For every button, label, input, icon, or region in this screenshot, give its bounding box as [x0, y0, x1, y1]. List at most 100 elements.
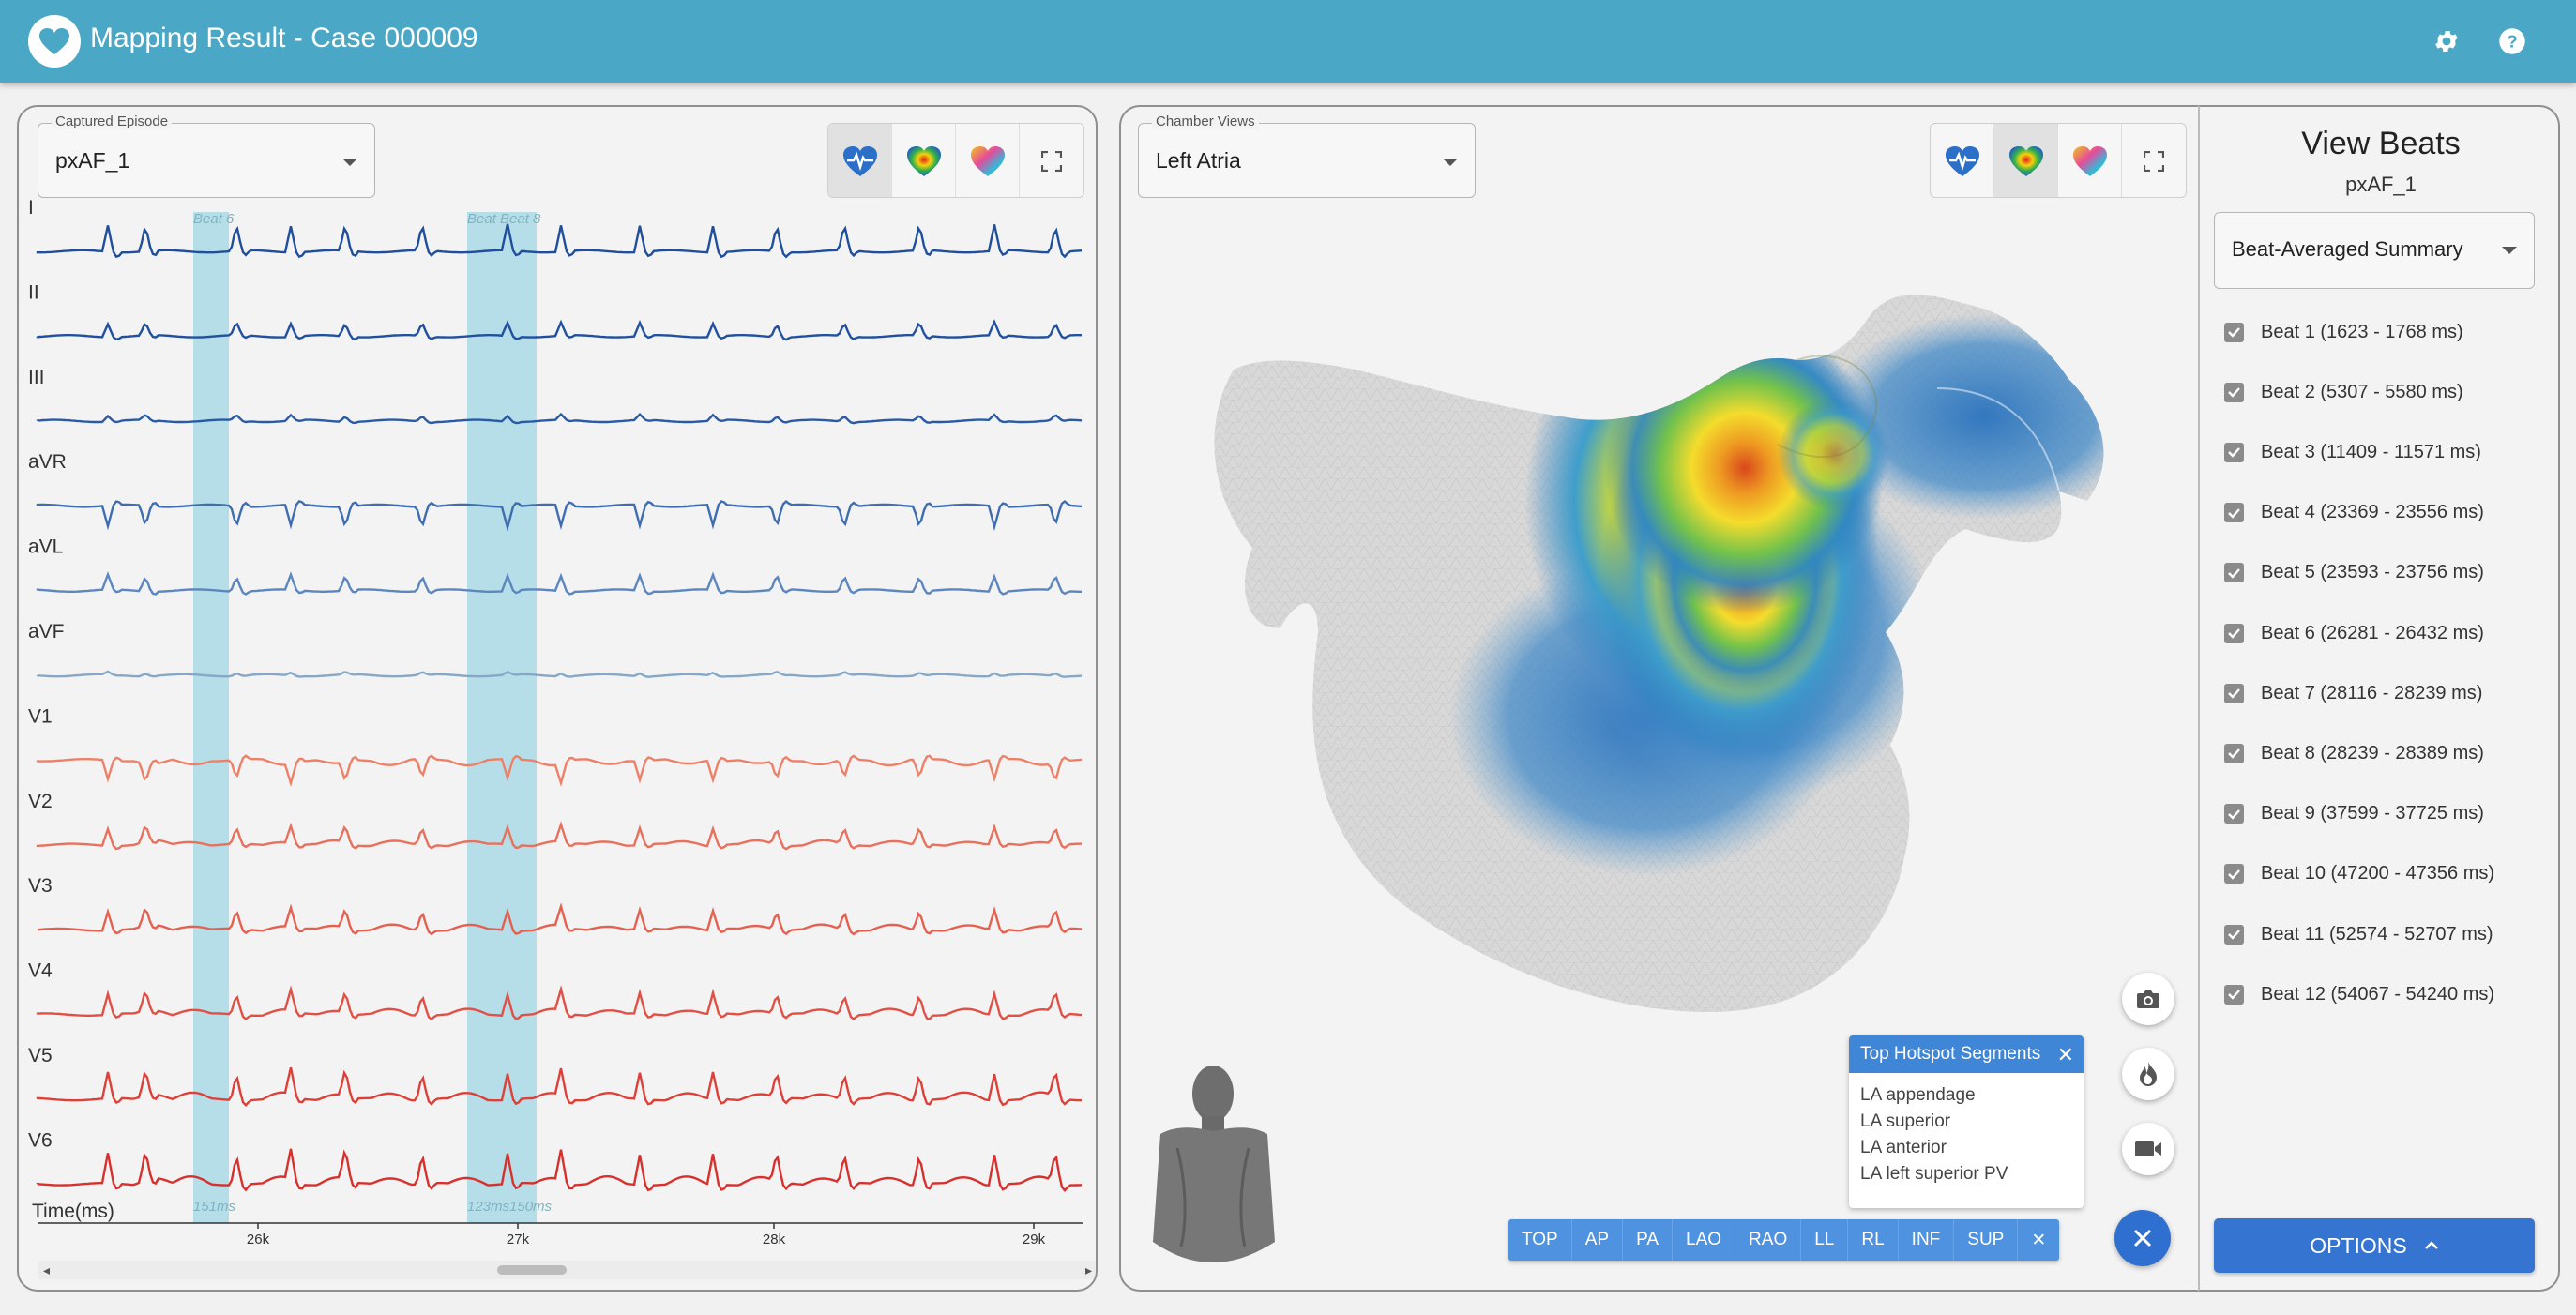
lead-label: V5 [28, 1045, 53, 1066]
beat-window-label: Beat 6 [193, 211, 235, 227]
checkbox-checked-icon[interactable] [2224, 804, 2244, 824]
scroll-left-icon[interactable]: ◂ [43, 1262, 51, 1277]
chevron-up-icon [2424, 1241, 2438, 1249]
beat-summary-value: Beat-Averaged Summary [2232, 237, 2463, 261]
view-rao-button[interactable]: RAO [1735, 1219, 1802, 1261]
checkbox-checked-icon[interactable] [2224, 984, 2244, 1005]
chamber-select[interactable]: Chamber Views Left Atria [1138, 113, 1476, 198]
beat-checkbox-item[interactable]: Beat 9 (37599 - 37725 ms) [2224, 800, 2484, 828]
ecg-trace [37, 902, 1083, 936]
screenshot-button[interactable] [2122, 973, 2174, 1025]
beat-checkbox-item[interactable]: Beat 8 (28239 - 28389 ms) [2224, 739, 2484, 767]
checkbox-checked-icon[interactable] [2224, 743, 2244, 763]
chamber-fullscreen-button[interactable] [2122, 124, 2186, 197]
beat-checkbox-item[interactable]: Beat 4 (23369 - 23556 ms) [2224, 499, 2484, 527]
left-atrium-3d-model[interactable] [1121, 107, 2207, 1292]
beat-label: Beat 5 (23593 - 23756 ms) [2261, 562, 2484, 583]
ecg-scroll-thumb[interactable] [497, 1265, 567, 1275]
ecg-scrollbar[interactable]: ◂ ▸ [38, 1261, 1096, 1279]
beat-checkbox-item[interactable]: Beat 6 (26281 - 26432 ms) [2224, 619, 2484, 647]
help-button[interactable]: ? [2493, 23, 2531, 60]
beat-checkbox-item[interactable]: Beat 12 (54067 - 54240 ms) [2224, 980, 2494, 1008]
checkbox-checked-icon[interactable] [2224, 623, 2244, 643]
camera-icon [2137, 990, 2159, 1008]
beat-window-highlight[interactable] [467, 212, 537, 1223]
beat-window-duration: 123ms150ms [467, 1199, 553, 1215]
scroll-right-icon[interactable]: ▸ [1084, 1262, 1092, 1277]
multicolor-view-button[interactable] [956, 124, 1020, 197]
close-tools-button[interactable] [2114, 1210, 2171, 1266]
hotspot-item: LA left superior PV [1860, 1164, 2008, 1184]
chamber-panel: Chamber Views Left Atria [1119, 105, 2207, 1292]
lead-label: V6 [28, 1129, 53, 1151]
view-rl-button[interactable]: RL [1848, 1219, 1899, 1261]
ecg-trace [36, 571, 1082, 596]
chamber-view-mode-group [1930, 123, 2187, 198]
ecg-fullscreen-button[interactable] [1020, 124, 1083, 197]
beat-checkbox-item[interactable]: Beat 2 (5307 - 5580 ms) [2224, 378, 2463, 406]
ecg-trace [36, 754, 1083, 788]
checkbox-checked-icon[interactable] [2224, 924, 2244, 945]
checkbox-checked-icon[interactable] [2224, 382, 2244, 402]
heart-logo-icon [28, 15, 81, 68]
hotspot-toggle-button[interactable] [2122, 1048, 2174, 1100]
beat-label: Beat 3 (11409 - 11571 ms) [2261, 441, 2481, 462]
beat-checkbox-item[interactable]: Beat 1 (1623 - 1768 ms) [2224, 318, 2463, 346]
view-ap-button[interactable]: AP [1572, 1219, 1624, 1261]
heatmap-heart-icon [906, 146, 941, 176]
view-lao-button[interactable]: LAO [1673, 1219, 1736, 1261]
checkbox-checked-icon[interactable] [2224, 864, 2244, 884]
view-beats-title: View Beats [2301, 126, 2461, 161]
ecg-view-button[interactable] [828, 124, 892, 197]
checkbox-checked-icon[interactable] [2224, 503, 2244, 523]
close-icon[interactable]: ✕ [2056, 1043, 2074, 1066]
record-video-button[interactable] [2122, 1123, 2174, 1175]
time-tick-label: 26k [247, 1232, 270, 1247]
ecg-trace [36, 1066, 1083, 1107]
settings-button[interactable] [2428, 23, 2465, 60]
beat-checkbox-item[interactable]: Beat 5 (23593 - 23756 ms) [2224, 559, 2484, 587]
view-inf-button[interactable]: INF [1899, 1219, 1955, 1261]
episode-select[interactable]: Captured Episode pxAF_1 [38, 113, 375, 198]
time-tick-label: 27k [507, 1232, 530, 1247]
beat-checkbox-item[interactable]: Beat 11 (52574 - 52707 ms) [2224, 920, 2493, 948]
beat-label: Beat 10 (47200 - 47356 ms) [2261, 863, 2495, 884]
episode-select-value: pxAF_1 [55, 148, 130, 173]
beat-summary-select[interactable]: Beat-Averaged Summary [2214, 212, 2535, 289]
torso-orientation-icon [1153, 1066, 1275, 1262]
options-button[interactable]: OPTIONS [2214, 1218, 2535, 1273]
beat-checkbox-item[interactable]: Beat 7 (28116 - 28239 ms) [2224, 679, 2482, 707]
view-close-button[interactable]: ✕ [2031, 1230, 2047, 1250]
beat-checkbox-item[interactable]: Beat 3 (11409 - 11571 ms) [2224, 438, 2481, 466]
checkbox-checked-icon[interactable] [2224, 442, 2244, 462]
beat-checkbox-item[interactable]: Beat 10 (47200 - 47356 ms) [2224, 860, 2494, 888]
multicolor-heart-icon [970, 146, 1005, 176]
heatmap-view-button[interactable] [1994, 124, 2058, 197]
fullscreen-icon [2144, 151, 2164, 172]
view-pa-button[interactable]: PA [1623, 1219, 1674, 1261]
heatmap-view-button[interactable] [892, 124, 956, 197]
hotspot-item: LA anterior [1860, 1138, 1947, 1157]
checkbox-checked-icon[interactable] [2224, 563, 2244, 583]
ecg-view-button[interactable] [1931, 124, 1994, 197]
hotspot-item: LA superior [1860, 1111, 1951, 1131]
page-title: Mapping Result - Case 000009 [90, 23, 478, 53]
ecg-trace [36, 412, 1083, 425]
close-icon [2133, 1229, 2152, 1247]
view-sup-button[interactable]: SUP [1954, 1219, 2019, 1261]
checkbox-checked-icon[interactable] [2224, 322, 2244, 342]
time-tick-label: 29k [1023, 1232, 1046, 1247]
checkbox-checked-icon[interactable] [2224, 683, 2244, 703]
beat-label: Beat 2 (5307 - 5580 ms) [2261, 381, 2463, 402]
beat-window-highlight[interactable] [193, 212, 229, 1223]
multicolor-view-button[interactable] [2058, 124, 2122, 197]
view-ll-button[interactable]: LL [1801, 1219, 1849, 1261]
lead-label: II [28, 281, 39, 303]
flame-icon [2140, 1062, 2157, 1086]
ecg-trace [36, 499, 1083, 532]
chamber-select-legend: Chamber Views [1152, 113, 1259, 129]
view-top-button[interactable]: TOP [1508, 1219, 1572, 1261]
beat-label: Beat 1 (1623 - 1768 ms) [2261, 321, 2463, 342]
